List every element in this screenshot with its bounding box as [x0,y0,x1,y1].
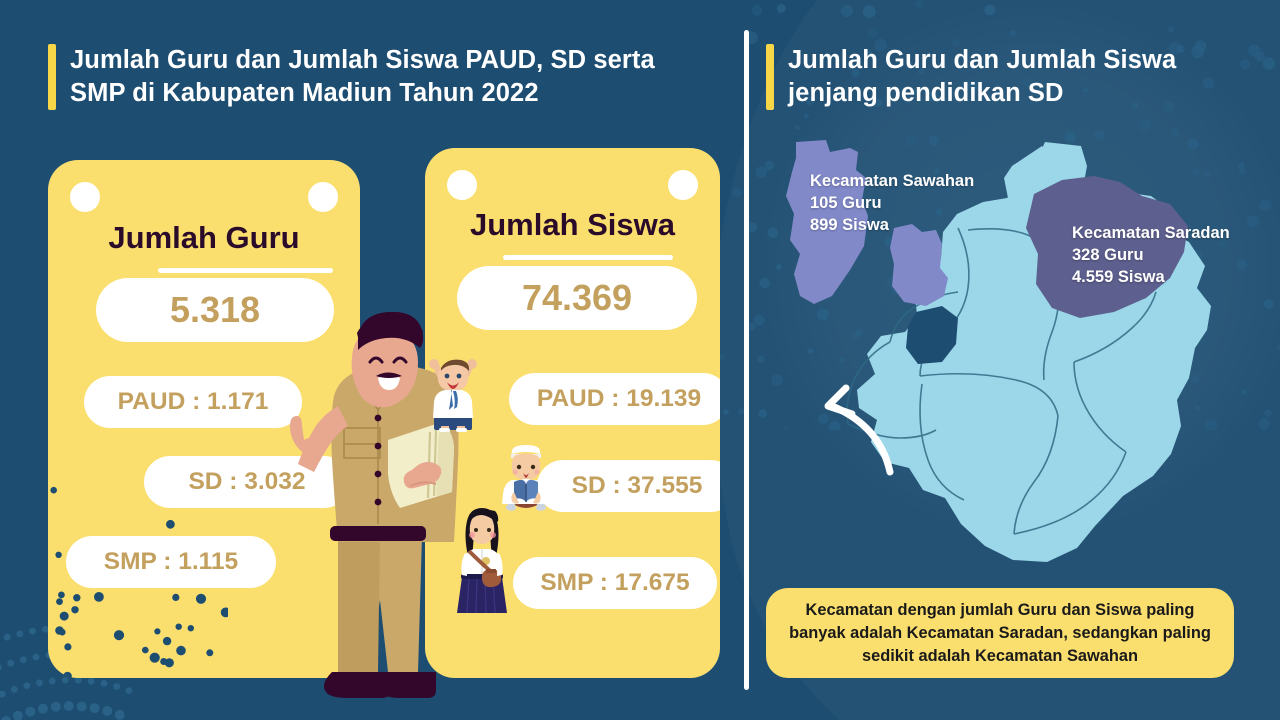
title-accent-bar [48,44,56,110]
teacher-pointing-with-book-illustration [290,311,459,698]
total-siswa-value: 74.369 [457,266,697,330]
right-title-text: Jumlah Guru dan Jumlah Siswa jenjang pen… [788,46,1177,107]
card-heading-rule [158,268,333,273]
siswa-smp-row: SMP : 17.675 [513,557,717,609]
card-punch-hole-left [447,170,477,200]
title-accent-bar [766,44,774,110]
card-punch-hole-left [70,182,100,212]
map-label-saradan: Kecamatan Saradan 328 Guru 4.559 Siswa [1072,222,1230,288]
right-panel-title: Jumlah Guru dan Jumlah Siswa jenjang pen… [766,44,1236,110]
guru-paud-row: PAUD : 1.171 [84,376,302,428]
map-sawahan-inmap [890,224,948,306]
sawahan-teacher-count: 105 Guru [810,194,882,212]
saradan-student-count: 4.559 Siswa [1072,268,1165,286]
map-summary-caption: Kecamatan dengan jumlah Guru dan Siswa p… [766,588,1234,678]
sawahan-district-name: Kecamatan Sawahan [810,172,975,190]
left-title-text: Jumlah Guru dan Jumlah Siswa PAUD, SD se… [70,46,655,107]
total-guru-value: 5.318 [96,278,334,342]
saradan-teacher-count: 328 Guru [1072,246,1144,264]
map-sawahan-inset [786,140,868,304]
card-punch-hole-right [668,170,698,200]
map-pointer-arrow [824,384,894,476]
card-heading-rule [503,255,673,260]
card-punch-hole-right [308,182,338,212]
kabupaten-madiun-map [786,140,1211,562]
siswa-paud-row: PAUD : 19.139 [509,373,720,425]
sawahan-student-count: 899 Siswa [810,216,889,234]
map-label-sawahan: Kecamatan Sawahan 105 Guru 899 Siswa [810,170,974,236]
card-heading: Jumlah Guru [108,220,300,255]
siswa-sd-row: SD : 37.555 [537,460,720,512]
panel-divider [744,30,749,690]
left-panel-title: Jumlah Guru dan Jumlah Siswa PAUD, SD se… [48,44,708,110]
guru-smp-row: SMP : 1.115 [66,536,276,588]
child-reading-seated-illustration [502,445,550,511]
card-jumlah-guru: Jumlah Guru 5.318 PAUD : 1.171 SD : 3.03… [48,160,360,678]
schoolgirl-with-bag-illustration [457,508,507,614]
map-saradan-region [1026,176,1188,318]
guru-sd-row: SD : 3.032 [144,456,350,508]
saradan-district-name: Kecamatan Saradan [1072,224,1230,242]
boy-cheering-illustration [429,359,477,432]
card-heading: Jumlah Siswa [469,207,676,242]
